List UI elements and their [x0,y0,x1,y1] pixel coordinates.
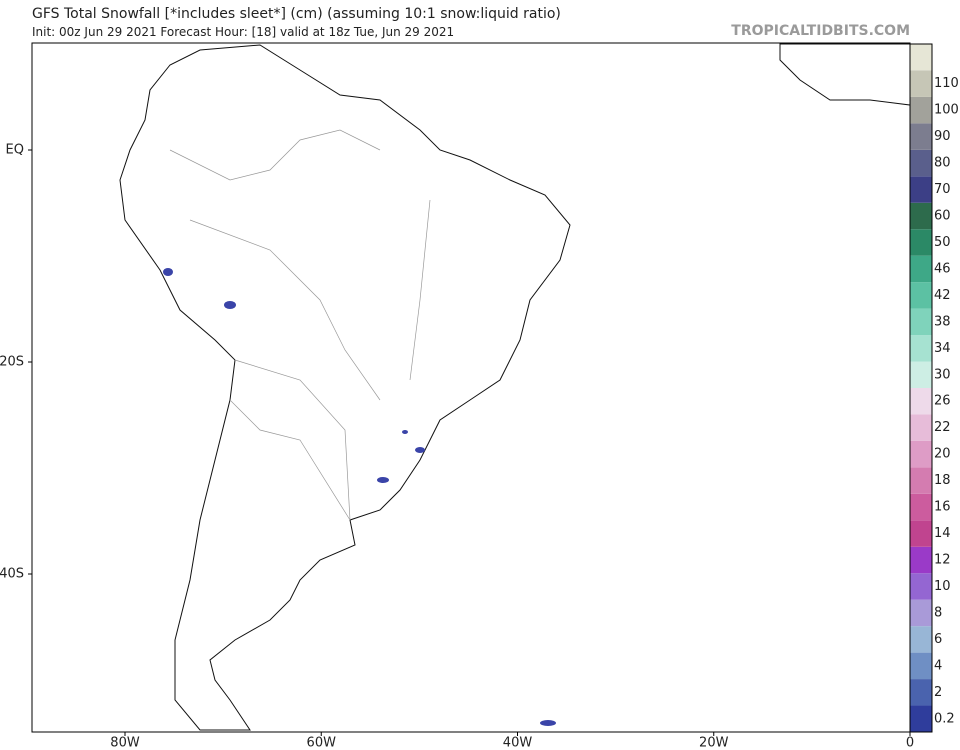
colorbar-segment [910,123,932,150]
lon-label: 0 [906,736,914,750]
colorbar-segment [910,626,932,653]
colorbar-segment [910,255,932,283]
lat-label: EQ [6,143,24,158]
colorbar-segment [910,388,932,415]
colorbar-label: 0.2 [934,711,955,726]
colorbar-segment [910,520,932,547]
colorbar-label: 30 [934,367,951,382]
colorbar-label: 46 [934,261,951,276]
colorbar-label: 16 [934,500,951,515]
colorbar-label: 26 [934,394,951,409]
colorbar-label: 18 [934,473,951,488]
colorbar-segment [910,70,932,97]
colorbar-segment [910,229,932,256]
colorbar-label: 12 [934,553,951,568]
colorbar-segment [910,467,932,494]
colorbar-segment [910,282,932,309]
colorbar-segment [910,202,932,230]
colorbar-label: 42 [934,288,951,303]
watermark: TROPICALTIDBITS.COM [731,23,910,39]
snow-areas [163,268,556,726]
colorbar-label: 80 [934,156,951,171]
colorbar-segment [910,176,932,203]
colorbar-segment [910,308,932,336]
colorbar-label: 10 [934,579,951,594]
colorbar-frame [909,43,933,733]
colorbar-segment [910,414,932,441]
lon-label: 60W [307,736,337,750]
colorbar-label: 38 [934,314,951,329]
colorbar-label: 50 [934,235,951,250]
colorbar-segment [910,546,932,574]
colorbar-label: 2 [934,685,942,700]
colorbar-label: 22 [934,420,951,435]
colorbar-segment [910,96,932,124]
colorbar-segment [910,44,932,71]
subtitle: Init: 00z Jun 29 2021 Forecast Hour: [18… [32,25,454,39]
lon-label: 80W [110,736,140,750]
colorbar-label: 14 [934,526,951,541]
lon-label: 20W [699,736,729,750]
colorbar-segment [910,493,932,521]
colorbar-segment [910,335,932,362]
colorbar-label: 90 [934,129,951,144]
colorbar-label: 6 [934,632,942,647]
title: GFS Total Snowfall [*includes sleet*] (c… [32,6,561,22]
colorbar-segment [910,679,932,706]
colorbar-segment [910,361,932,388]
lon-label: 40W [503,736,533,750]
colorbar-segment [910,440,932,468]
map-frame [31,42,911,733]
lat-label: 20S [0,355,24,370]
lat-label: 40S [0,567,24,582]
colorbar-label: 100 [934,103,959,118]
colorbar-segment [910,705,932,732]
colorbar-segment [910,652,932,680]
colorbar-label: 34 [934,341,951,356]
colorbar-label: 60 [934,209,951,224]
colorbar-label: 20 [934,447,951,462]
colorbar-label: 8 [934,605,942,620]
colorbar-label: 4 [934,658,942,673]
colorbar-segment [910,599,932,627]
colorbar-segment [910,149,932,177]
borders [169,129,431,521]
colorbar-label: 110 [934,76,959,91]
colorbar-segment [910,573,932,600]
colorbar-label: 70 [934,182,951,197]
